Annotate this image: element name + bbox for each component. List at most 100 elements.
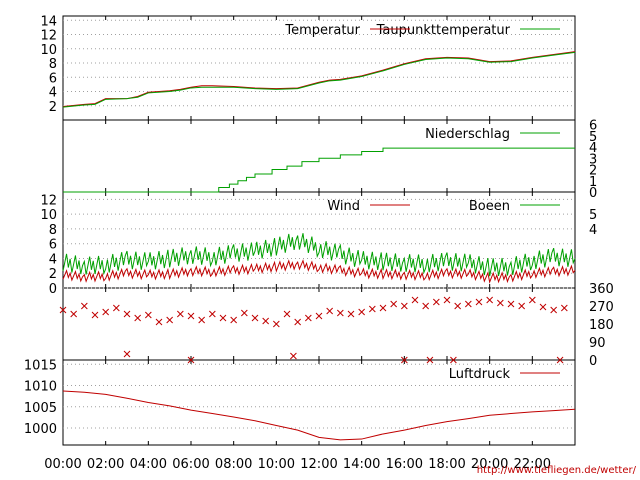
wind-direction-marker	[59, 306, 67, 314]
wind-direction-marker	[454, 302, 462, 310]
y-tick-label: 6	[589, 119, 597, 134]
wind-direction-marker	[80, 302, 88, 310]
wind-direction-marker	[426, 356, 434, 364]
wind-direction-marker	[422, 302, 430, 310]
wind-direction-marker	[496, 299, 504, 307]
x-tick-label: 14:00	[343, 457, 380, 472]
wind-direction-marker	[379, 304, 387, 312]
wind-direction-marker	[155, 318, 163, 326]
wind-direction-marker	[432, 298, 440, 306]
wind-direction-marker	[240, 309, 248, 317]
y-tick-label: 4	[589, 223, 597, 238]
wind-direction-marker	[400, 302, 408, 310]
wind-line	[62, 233, 576, 277]
y-tick-label: 1000	[24, 422, 57, 437]
wind-direction-marker	[336, 309, 344, 317]
wind-direction-marker	[464, 300, 472, 308]
y-tick-label: 0	[589, 354, 597, 369]
wind-direction-marker	[528, 296, 536, 304]
legend-label: Luftdruck	[449, 367, 511, 382]
wind-direction-marker	[230, 316, 238, 324]
wind-direction-marker	[187, 356, 195, 364]
y-tick-label: 270	[589, 300, 614, 315]
x-tick-label: 12:00	[300, 457, 337, 472]
y-tick-label: 10	[40, 208, 57, 223]
x-tick-label: 00:00	[44, 457, 81, 472]
temperature-line	[62, 51, 576, 107]
wind-direction-marker	[450, 356, 457, 364]
wind-direction-marker	[198, 316, 206, 324]
wind-direction-marker	[400, 356, 408, 364]
legend-label: Boeen	[469, 199, 510, 214]
y-tick-label: 6	[49, 71, 57, 86]
wind-direction-marker	[304, 314, 312, 322]
wind-direction-marker	[166, 316, 174, 324]
x-tick-label: 16:00	[386, 457, 423, 472]
y-tick-label: 1010	[24, 380, 57, 395]
y-tick-label: 2	[49, 100, 57, 115]
wind-direction-marker	[70, 310, 78, 318]
wind-direction-marker	[556, 356, 564, 364]
wind-direction-marker	[262, 317, 270, 325]
wind-direction-marker	[294, 318, 302, 326]
wind-direction-marker	[134, 314, 142, 322]
wind-direction-marker	[315, 312, 323, 320]
wind-direction-marker	[539, 303, 547, 311]
panel-frame	[62, 287, 576, 361]
wind-direction-marker	[390, 300, 398, 308]
x-tick-label: 04:00	[130, 457, 167, 472]
y-tick-label: 1	[589, 175, 597, 190]
y-tick-label: 0	[49, 282, 57, 297]
wind-direction-marker	[219, 314, 227, 322]
wind-direction-marker	[112, 304, 120, 312]
wind-direction-marker	[102, 308, 110, 316]
y-tick-label: 2	[589, 164, 597, 179]
y-tick-label: 5	[589, 130, 597, 145]
wind-direction-marker	[283, 310, 291, 318]
y-tick-label: 360	[589, 282, 614, 297]
wind-direction-marker	[486, 296, 494, 304]
y-tick-label: 90	[589, 336, 606, 351]
wind-direction-marker	[443, 296, 451, 304]
y-tick-label: 2	[49, 267, 57, 282]
wind-direction-marker	[208, 310, 216, 318]
wind-direction-marker	[550, 306, 558, 314]
legend-label: Taupunkttemperatur	[376, 23, 511, 38]
y-tick-label: 8	[49, 57, 57, 72]
legend-label: Wind	[327, 199, 360, 214]
wind-direction-marker	[123, 310, 131, 318]
wind-direction-marker	[326, 307, 334, 315]
wind-direction-marker	[272, 320, 280, 328]
credit-url[interactable]: http://www.tiefliegen.de/wetter/	[476, 465, 636, 476]
y-tick-label: 5	[589, 208, 597, 223]
y-tick-label: 3	[589, 152, 597, 167]
x-tick-label: 18:00	[428, 457, 465, 472]
temperature-line	[62, 51, 576, 108]
wind-direction-marker	[518, 302, 526, 310]
precipitation-line	[63, 147, 575, 193]
wind-direction-marker	[187, 312, 195, 320]
wind-direction-marker	[176, 310, 184, 318]
y-tick-label: 8	[49, 223, 57, 238]
y-tick-label: 12	[40, 29, 57, 44]
wind-direction-marker	[475, 298, 483, 306]
wind-direction-marker	[507, 300, 515, 308]
wind-direction-marker	[411, 296, 419, 304]
wind-line	[62, 259, 576, 284]
y-tick-label: 10	[40, 43, 57, 58]
x-tick-label: 10:00	[258, 457, 295, 472]
x-tick-label: 20:00	[471, 457, 508, 472]
wind-direction-marker	[347, 310, 355, 318]
wind-direction-marker	[123, 350, 131, 358]
y-tick-label: 6	[49, 238, 57, 253]
legend-label: Temperatur	[284, 23, 360, 38]
x-tick-label: 02:00	[87, 457, 124, 472]
wind-direction-marker	[290, 352, 297, 360]
x-tick-label: 22:00	[514, 457, 551, 472]
x-tick-label: 06:00	[172, 457, 209, 472]
wind-direction-marker	[251, 314, 259, 322]
wind-direction-marker	[358, 308, 366, 316]
y-tick-label: 12	[40, 193, 57, 208]
wind-direction-marker	[368, 305, 376, 313]
